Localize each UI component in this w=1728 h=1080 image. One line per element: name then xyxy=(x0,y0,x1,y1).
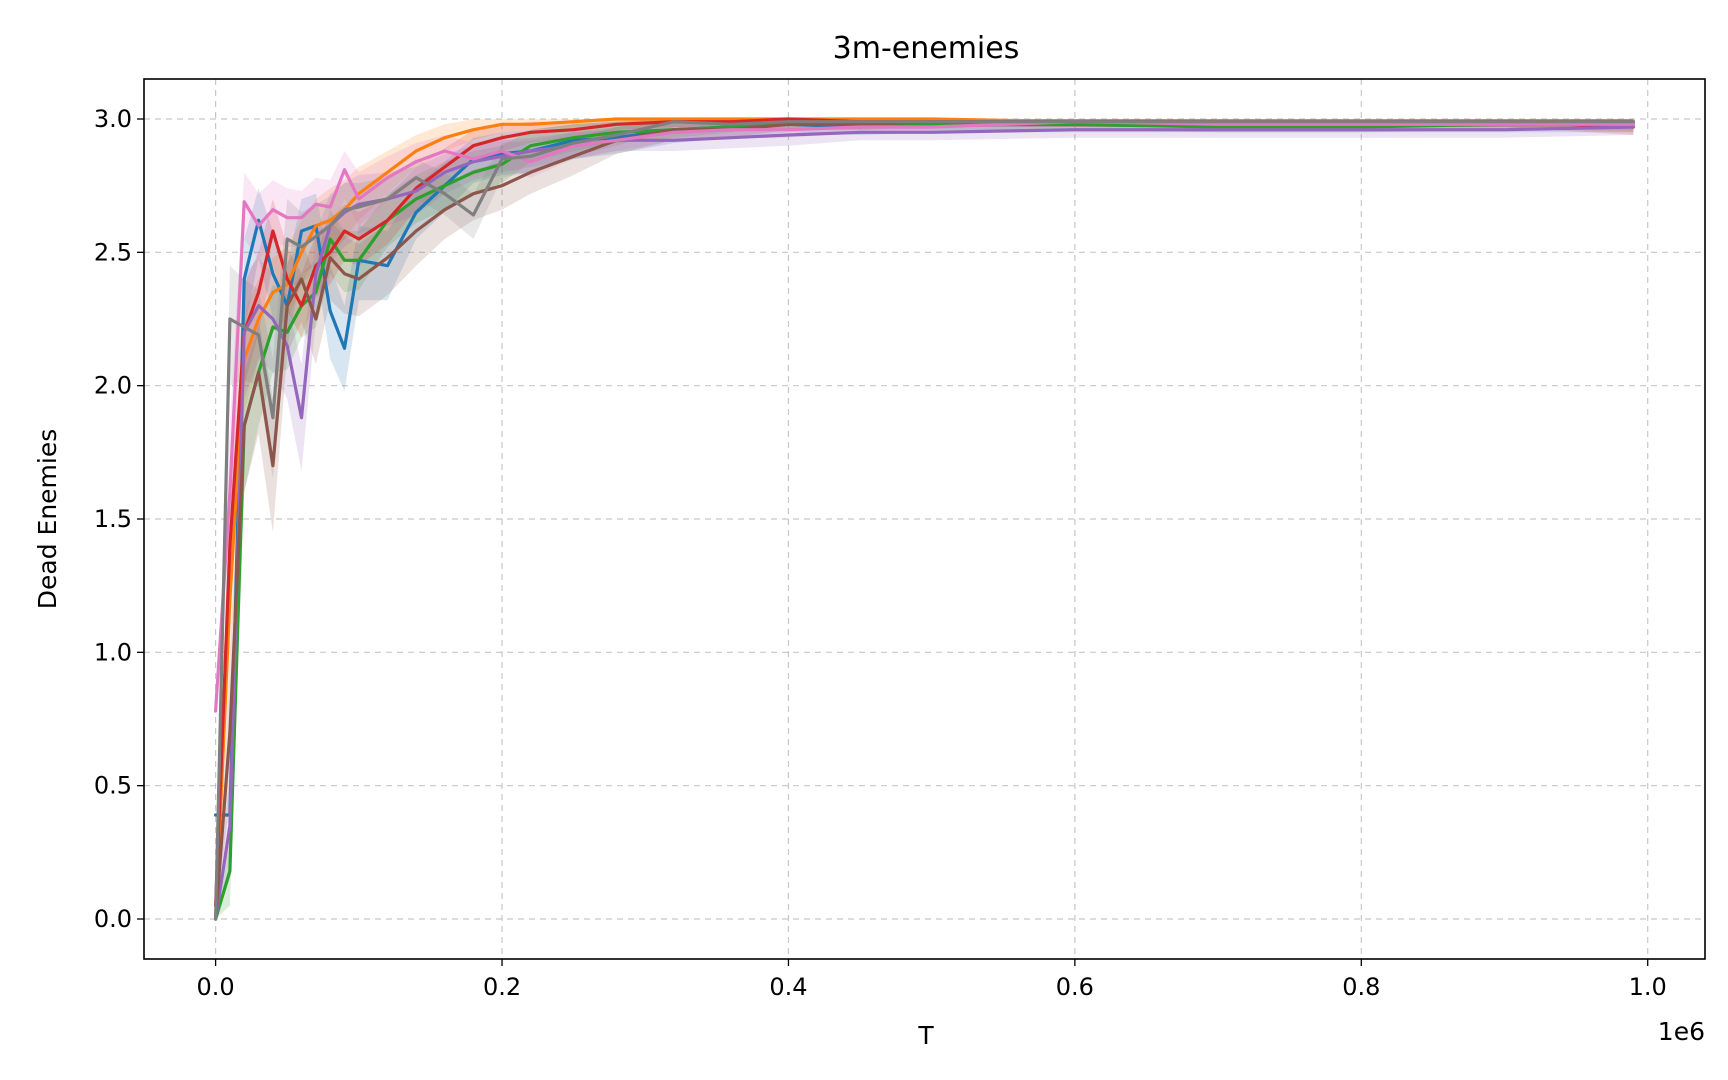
x-tick-label: 0.8 xyxy=(1342,973,1380,1001)
series-8-line xyxy=(214,120,1636,921)
x-axis-ticks: 0.0 0.2 0.4 0.6 0.8 1.0 xyxy=(197,959,1667,1001)
x-tick-label: 0.2 xyxy=(483,973,521,1001)
x-tick-label: 1.0 xyxy=(1629,973,1667,1001)
x-tick-label: 0.4 xyxy=(769,973,807,1001)
y-tick-label: 1.0 xyxy=(94,638,132,666)
series-7-line xyxy=(214,120,1636,713)
grid-lines xyxy=(144,79,1705,959)
x-axis-label: T xyxy=(917,1021,934,1050)
series-7-band xyxy=(215,119,1634,711)
y-tick-label: 1.5 xyxy=(94,505,132,533)
series-lines xyxy=(214,117,1636,921)
x-tick-label: 0.0 xyxy=(197,973,235,1001)
y-tick-label: 2.0 xyxy=(94,372,132,400)
y-axis-ticks: 0.0 0.5 1.0 1.5 2.0 2.5 3.0 xyxy=(94,105,144,933)
y-tick-label: 3.0 xyxy=(94,105,132,133)
chart-title: 3m-enemies xyxy=(833,31,1020,66)
series-5-line xyxy=(214,125,1636,921)
y-axis-label: Dead Enemies xyxy=(33,429,62,610)
x-tick-label: 0.6 xyxy=(1056,973,1094,1001)
y-tick-label: 0.0 xyxy=(94,905,132,933)
x-axis-multiplier: 1e6 xyxy=(1658,1017,1705,1046)
y-tick-label: 2.5 xyxy=(94,238,132,266)
y-tick-label: 0.5 xyxy=(94,772,132,800)
